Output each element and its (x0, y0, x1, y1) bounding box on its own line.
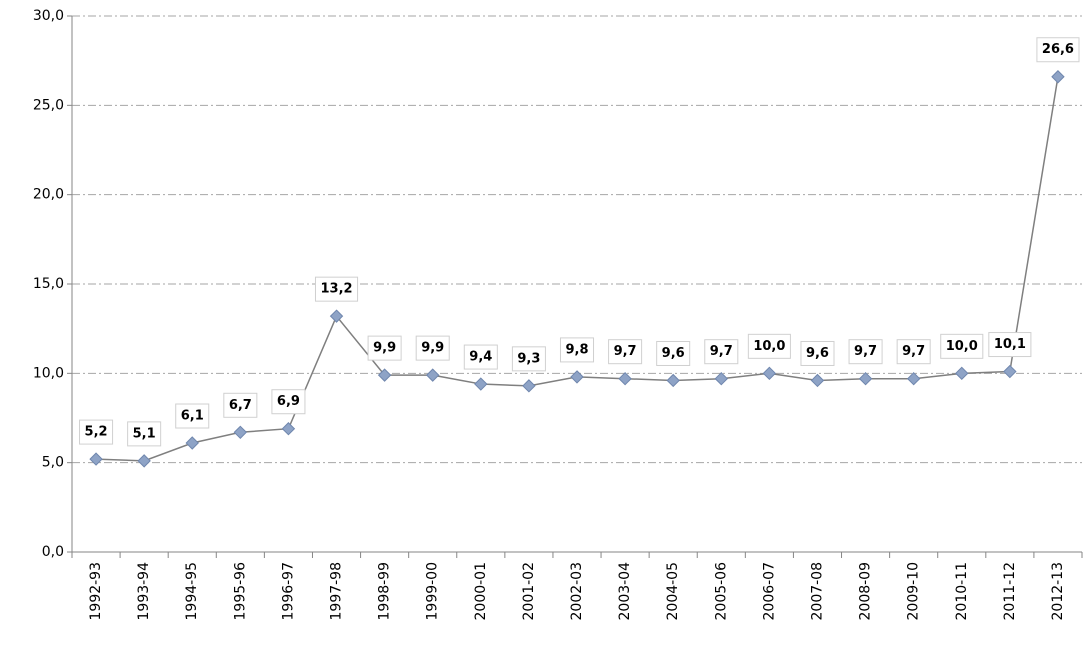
value-label: 10,0 (946, 339, 978, 354)
y-tick-label: 10,0 (33, 365, 64, 381)
value-label: 9,7 (854, 344, 877, 359)
marker (426, 368, 440, 382)
value-label-box (988, 332, 1032, 358)
value-label-box (79, 419, 114, 445)
x-tick-label: 1996-97 (280, 562, 296, 621)
y-tick-label: 20,0 (33, 187, 64, 203)
x-tick-label: 2012-13 (1050, 562, 1066, 621)
x-tick-label: 1993-94 (136, 562, 152, 621)
value-label-box (940, 333, 984, 359)
value-label: 13,2 (320, 282, 352, 297)
value-label: 9,9 (421, 341, 444, 356)
value-label-box (271, 389, 306, 415)
value-label: 9,3 (517, 351, 540, 366)
value-label: 9,7 (902, 344, 925, 359)
x-tick-label: 2011-12 (1002, 562, 1018, 621)
marker (185, 436, 199, 450)
y-tick-label: 25,0 (33, 97, 64, 113)
x-tick-label: 1994-95 (184, 562, 200, 621)
value-label-box (559, 337, 595, 363)
value-label: 10,0 (753, 339, 785, 354)
value-label-box (223, 392, 258, 418)
marker (377, 368, 392, 382)
value-label-box (127, 421, 162, 447)
value-label: 6,1 (181, 409, 204, 424)
y-tick-label: 15,0 (33, 276, 64, 292)
x-tick-label: 2000-01 (473, 562, 489, 621)
x-tick-label: 2003-04 (617, 562, 633, 621)
value-label-box (747, 333, 791, 359)
x-tick-label: 2004-05 (665, 562, 681, 621)
value-label: 9,6 (662, 346, 685, 361)
value-label-box (314, 276, 359, 302)
x-tick-label: 2007-08 (809, 562, 825, 621)
marker (1003, 364, 1017, 379)
value-label: 9,9 (373, 341, 396, 356)
value-label-box (367, 335, 402, 361)
marker (137, 454, 151, 468)
value-label: 9,7 (710, 344, 733, 359)
value-label-box (704, 339, 739, 365)
marker (762, 366, 777, 381)
marker (858, 371, 873, 386)
value-label-box (656, 340, 691, 366)
marker (522, 379, 536, 393)
x-tick-label: 2009-10 (906, 562, 922, 621)
value-label-box (175, 403, 210, 429)
value-label-box (511, 346, 546, 372)
marker (570, 370, 584, 384)
value-label-box (896, 339, 931, 365)
value-label-box (463, 344, 498, 370)
x-tick-label: 2010-11 (954, 562, 970, 621)
value-label-box (415, 335, 450, 361)
marker (329, 309, 344, 323)
value-label-box (848, 339, 883, 365)
value-label: 6,9 (277, 394, 300, 409)
value-label: 5,2 (85, 425, 108, 440)
x-tick-label: 2006-07 (761, 562, 777, 621)
y-tick-label: 0,0 (42, 544, 64, 560)
marker (666, 373, 680, 388)
marker (281, 422, 296, 436)
marker (1051, 70, 1065, 84)
value-label: 6,7 (229, 398, 252, 413)
value-label: 9,6 (806, 346, 829, 361)
marker (233, 425, 248, 440)
x-tick-label: 2005-06 (713, 562, 729, 621)
marker (906, 371, 921, 386)
value-label-box (608, 339, 643, 365)
value-label: 5,1 (133, 426, 156, 441)
value-label: 26,6 (1042, 42, 1074, 57)
x-tick-label: 1998-99 (377, 562, 393, 621)
marker (474, 377, 488, 391)
value-label-box (1036, 37, 1080, 63)
x-tick-label: 2008-09 (858, 562, 874, 621)
x-tick-label: 1995-96 (232, 562, 248, 621)
marker (810, 373, 825, 388)
y-tick-label: 5,0 (42, 455, 64, 471)
x-tick-label: 2002-03 (569, 562, 585, 621)
x-tick-label: 1997-98 (329, 562, 345, 621)
value-label: 10,1 (994, 337, 1026, 352)
x-tick-label: 1992-93 (88, 562, 104, 621)
value-label: 9,4 (469, 350, 492, 365)
marker (89, 452, 103, 466)
value-label: 9,7 (614, 344, 637, 359)
value-label-box (800, 340, 835, 366)
x-tick-label: 1999-00 (425, 562, 441, 621)
marker (714, 371, 728, 386)
value-label: 9,8 (565, 342, 588, 357)
marker (955, 366, 969, 381)
marker (618, 371, 632, 386)
y-tick-label: 30,0 (33, 8, 64, 24)
x-tick-label: 2001-02 (521, 562, 537, 621)
